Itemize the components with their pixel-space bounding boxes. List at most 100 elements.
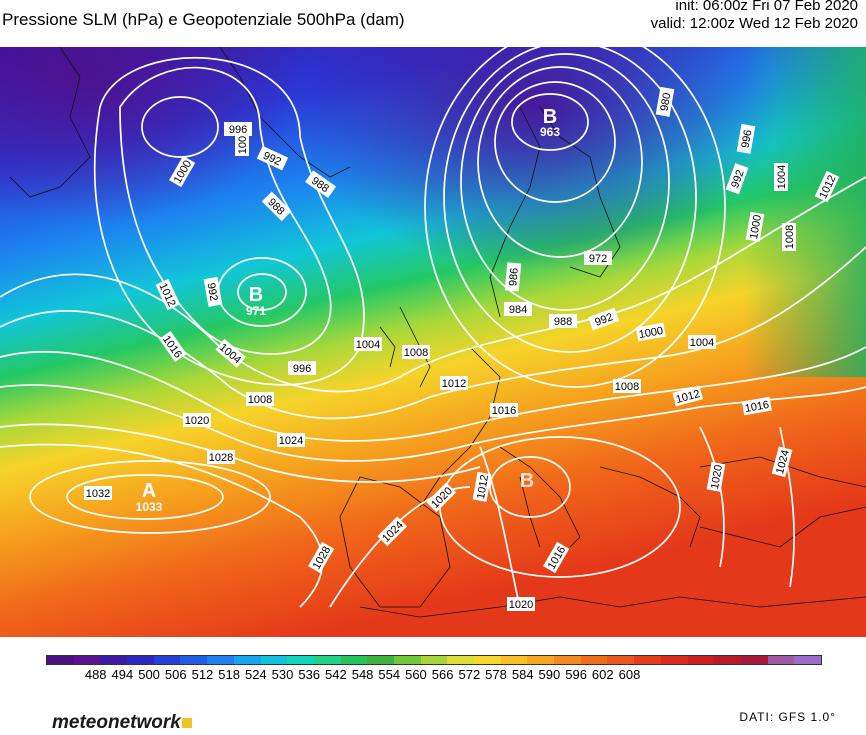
brand-square-icon (181, 718, 192, 728)
colorbar-swatch (554, 656, 581, 664)
colorbar-swatch (634, 656, 661, 664)
svg-text:1008: 1008 (404, 347, 428, 359)
svg-text:992: 992 (729, 168, 747, 189)
colorbar-swatch (393, 656, 421, 664)
svg-text:B: B (543, 106, 557, 128)
brand-logo: meteonetwork (52, 712, 192, 734)
colorbar-tick-label: 608 (618, 667, 641, 682)
colorbar-tick-label: 536 (298, 667, 321, 682)
low-center-mediterranean: B (520, 470, 534, 492)
colorbar-swatch (207, 656, 234, 664)
colorbar-swatch (340, 656, 368, 664)
svg-text:1024: 1024 (279, 435, 303, 447)
svg-text:1004: 1004 (776, 165, 788, 189)
colorbar-tick-label: 554 (378, 667, 401, 682)
colorbar-swatch (607, 656, 635, 664)
colorbar-tick-label: 566 (431, 667, 454, 682)
svg-text:1020: 1020 (185, 415, 209, 427)
colorbar-swatch (794, 656, 821, 664)
colorbar-swatch (527, 656, 555, 664)
colorbar-tick-label: 602 (591, 667, 614, 682)
colorbar-tick-label: 500 (138, 667, 160, 682)
colorbar-swatch (660, 656, 688, 664)
low-center-scandinavia: B 963 (540, 106, 560, 139)
svg-text:980: 980 (658, 92, 673, 112)
data-source: DATI: GFS 1.0° (739, 710, 836, 724)
colorbar-swatch (367, 656, 394, 664)
map-canvas: 1000 996 992 988 988 1000 992 1012 1016 … (0, 47, 866, 637)
svg-text:996: 996 (229, 124, 247, 136)
svg-text:1032: 1032 (86, 488, 110, 500)
colorbar-swatch (127, 656, 154, 664)
colorbar-tick-label: 506 (164, 667, 187, 682)
svg-text:988: 988 (554, 316, 572, 328)
weather-map: 1000 996 992 988 988 1000 992 1012 1016 … (0, 47, 866, 637)
svg-text:1000: 1000 (638, 325, 664, 341)
svg-text:1008: 1008 (615, 381, 639, 393)
colorbar-swatch (740, 656, 768, 664)
colorbar-swatch (287, 656, 314, 664)
colorbar-tick-label: 548 (351, 667, 374, 682)
colorbar-tick-label: 488 (84, 667, 107, 682)
init-time: init: 06:00z Fri 07 Feb 2020 (675, 0, 858, 14)
svg-text:B: B (249, 284, 263, 306)
run-info: init: 06:00z Fri 07 Feb 2020 valid: 12:0… (651, 0, 858, 33)
colorbar-swatch (100, 656, 128, 664)
colorbar-tick-label: 572 (458, 667, 481, 682)
colorbar-swatch (153, 656, 181, 664)
colorbar-swatch (714, 656, 741, 664)
colorbar-tick-label: 512 (191, 667, 214, 682)
low-center-atlantic: B 971 (246, 284, 266, 318)
colorbar-swatch (260, 656, 288, 664)
high-center-azores: A 1033 (136, 480, 163, 514)
svg-text:996: 996 (293, 363, 311, 375)
colorbar-swatch (447, 656, 474, 664)
colorbar-swatch (233, 656, 261, 664)
svg-text:A: A (142, 480, 156, 502)
svg-text:1004: 1004 (690, 337, 714, 349)
colorbar-swatch (420, 656, 448, 664)
svg-text:1008: 1008 (248, 394, 272, 406)
colorbar-tick-label: 518 (218, 667, 240, 682)
svg-text:992: 992 (204, 282, 219, 302)
svg-text:984: 984 (509, 304, 527, 316)
colorbar-swatch (73, 656, 101, 664)
svg-text:1012: 1012 (442, 378, 466, 390)
svg-text:963: 963 (540, 125, 560, 139)
svg-text:972: 972 (589, 253, 607, 265)
colorbar-tick-label: 596 (565, 667, 587, 682)
svg-text:1000: 1000 (748, 214, 764, 240)
colorbar-ticks: 488 494 500 506 512 518 524 530 536 542 548 554 560 5… (46, 667, 820, 683)
colorbar-swatch (580, 656, 608, 664)
colorbar-tick-label: 590 (538, 667, 561, 682)
svg-text:1033: 1033 (136, 500, 163, 514)
colorbar-tick-label: 494 (111, 667, 134, 682)
colorbar-tick-label: 530 (271, 667, 294, 682)
colorbar-swatch (313, 656, 341, 664)
colorbar-tick-label: 524 (244, 667, 267, 682)
svg-text:1004: 1004 (356, 339, 380, 351)
svg-text:1020: 1020 (709, 464, 725, 490)
svg-text:B: B (520, 470, 534, 492)
colorbar-tick-label: 578 (485, 667, 507, 682)
valid-time: valid: 12:00z Wed 12 Feb 2020 (650, 15, 858, 32)
svg-text:992: 992 (593, 311, 614, 329)
coastlines (9, 47, 866, 618)
svg-text:1020: 1020 (509, 599, 533, 611)
colorbar-swatch (180, 656, 208, 664)
colorbar-swatch (687, 656, 715, 664)
colorbar-swatch (47, 656, 74, 664)
colorbar-tick-label: 584 (511, 667, 534, 682)
svg-text:1028: 1028 (209, 452, 233, 464)
svg-text:996: 996 (739, 129, 754, 149)
svg-text:1016: 1016 (744, 399, 770, 415)
colorbar (46, 655, 822, 665)
colorbar-tick-label: 542 (325, 667, 347, 682)
colorbar-tick-label: 560 (405, 667, 427, 682)
svg-text:1016: 1016 (492, 405, 516, 417)
colorbar-swatch (767, 656, 795, 664)
svg-text:1008: 1008 (784, 225, 796, 249)
colorbar-swatch (500, 656, 528, 664)
chart-title: Pressione SLM (hPa) e Geopotenziale 500h… (2, 10, 405, 29)
svg-text:1012: 1012 (475, 474, 491, 500)
